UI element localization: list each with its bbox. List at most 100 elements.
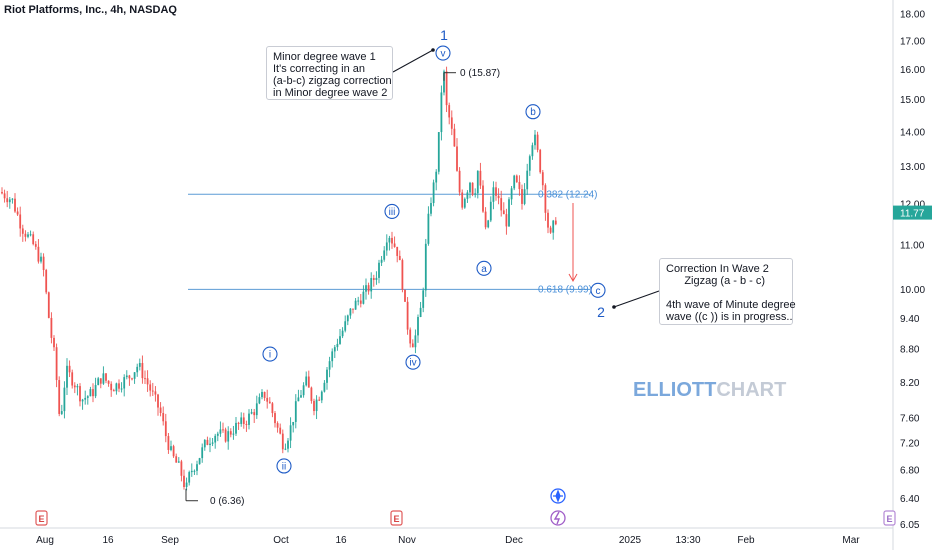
earnings-event-icon[interactable]: E <box>883 510 896 526</box>
y-tick-label: 6.40 <box>900 494 920 505</box>
candle-body <box>177 461 180 463</box>
candle-body <box>443 71 445 93</box>
candle-body <box>209 443 211 445</box>
candle-body <box>89 389 92 397</box>
note-wave2-line: wave ((c )) is in progress.. <box>666 311 793 323</box>
candle-body <box>196 464 198 471</box>
split-event-icon[interactable] <box>550 510 566 526</box>
candle-body <box>188 472 191 483</box>
candle-body <box>71 372 74 386</box>
candle-body <box>84 397 87 400</box>
candle-body <box>341 330 344 337</box>
candle-body <box>138 363 141 367</box>
x-tick-label: 2025 <box>619 535 642 546</box>
candle-body <box>50 317 53 338</box>
y-tick-label: 8.20 <box>900 378 920 389</box>
candle-body <box>531 145 534 157</box>
candle-body <box>86 396 89 398</box>
candle-body <box>274 413 276 424</box>
candle-body <box>419 307 422 318</box>
candle-body <box>60 411 63 414</box>
candle-body <box>440 92 443 133</box>
x-tick-label: 13:30 <box>675 535 700 546</box>
wave-label-circle <box>525 104 541 120</box>
earnings-event-icon[interactable]: E <box>390 510 403 526</box>
earnings-icon-letter: E <box>886 514 892 524</box>
candle-body <box>125 375 128 378</box>
candle-body <box>297 397 300 402</box>
candle-body <box>393 243 396 247</box>
candle-body <box>391 237 393 244</box>
candle-body <box>27 234 29 237</box>
note-wave2-pointer <box>613 290 660 308</box>
candle-body <box>281 433 284 450</box>
x-tick-label: Mar <box>842 535 860 546</box>
candle-body <box>453 128 456 147</box>
candle-body <box>450 117 453 129</box>
x-tick-label: Nov <box>398 535 416 546</box>
candle-body <box>268 401 271 404</box>
note-wave1[interactable]: Minor degree wave 1 It's correcting in a… <box>266 46 393 100</box>
candle-body <box>81 399 84 402</box>
candle-body <box>185 482 188 488</box>
candle-body <box>133 372 136 379</box>
price-marker-label: 0 (6.36) <box>210 496 244 507</box>
candle-body <box>500 198 503 211</box>
candle-body <box>463 198 466 208</box>
candle-body <box>437 132 440 172</box>
candle-body <box>547 212 549 228</box>
price-markers: 0 (15.87) 0 (6.36) <box>185 68 500 507</box>
candle-body <box>183 475 185 488</box>
y-tick-label: 7.60 <box>900 413 920 424</box>
candle-body <box>102 373 105 384</box>
candle-body <box>154 391 157 395</box>
candle-body <box>279 427 282 434</box>
candle-body <box>536 134 539 150</box>
candle-body <box>253 412 256 416</box>
earnings-icon-frame <box>35 510 48 526</box>
candle-body <box>76 386 79 388</box>
candle-body <box>349 308 352 316</box>
candle-body <box>471 182 474 195</box>
candle-body <box>157 394 159 408</box>
candle-body <box>63 387 66 412</box>
candle-body <box>318 399 321 401</box>
y-tick-label: 12.00 <box>900 200 925 211</box>
candle-body <box>513 175 516 189</box>
candle-body <box>359 300 362 304</box>
note-wave2[interactable]: Correction In Wave 2 Zigzag (a - b - c) … <box>659 258 796 325</box>
candle-body <box>336 343 339 348</box>
candle-body <box>255 403 258 416</box>
candle-body <box>328 361 331 370</box>
candle-body <box>401 260 404 290</box>
wave-label-text: i <box>269 350 271 361</box>
candle-body <box>172 446 175 457</box>
annotations <box>392 48 660 309</box>
dividend-event-icon[interactable] <box>550 488 566 504</box>
candle-body <box>263 391 266 398</box>
candle-body <box>398 255 401 261</box>
candle-body <box>435 171 438 183</box>
candle-body <box>326 369 328 383</box>
candle-body <box>68 365 71 373</box>
candle-body <box>245 423 248 425</box>
candle-body <box>489 201 492 221</box>
candle-body <box>323 382 326 392</box>
candle-body <box>110 383 113 391</box>
candle-body <box>115 383 118 392</box>
candle-body <box>222 429 224 431</box>
candle-body <box>240 417 243 424</box>
wave-label-circle <box>262 346 278 362</box>
candle-body <box>261 391 263 398</box>
candle-body <box>333 347 336 352</box>
candle-body <box>21 228 24 234</box>
candle-body <box>492 187 495 202</box>
note-wave2-line: Correction In Wave 2 <box>666 263 769 275</box>
y-tick-label: 6.80 <box>900 465 920 476</box>
candle-body <box>515 175 518 183</box>
earnings-event-icon[interactable]: E <box>35 510 48 526</box>
earnings-icon-letter: E <box>38 514 44 524</box>
